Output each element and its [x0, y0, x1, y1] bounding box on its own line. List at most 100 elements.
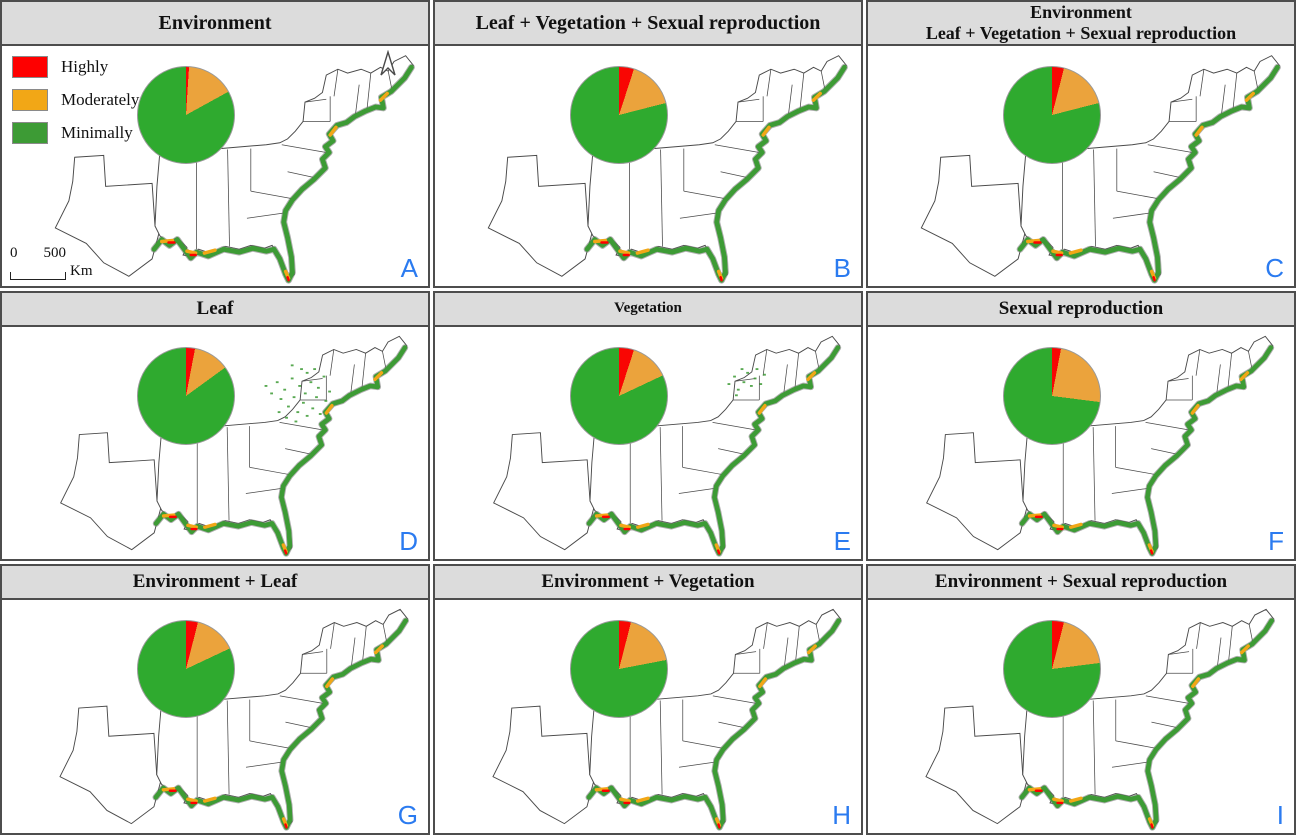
- scale-unit-label: Km: [70, 263, 93, 279]
- coastal-highly-segments: [601, 789, 721, 829]
- coastal-highly-segments: [1034, 789, 1154, 829]
- panel-label: I: [1276, 800, 1284, 830]
- coastal-moderately-segments: [594, 644, 817, 828]
- panel-map-area: C: [868, 46, 1294, 286]
- minimally-swatch: [12, 122, 48, 144]
- legend-label-minimally: Minimally: [61, 123, 133, 142]
- inland-scatter-light: [727, 368, 766, 397]
- panel-title-line-2: Leaf + Vegetation + Sexual reproduction: [925, 23, 1237, 43]
- eastern-us-map: [59, 608, 410, 831]
- panel-label: C: [1265, 253, 1284, 283]
- panel-label: E: [833, 526, 851, 556]
- panel-label: G: [397, 800, 418, 830]
- legend-item-minimally: Minimally: [12, 122, 139, 144]
- panel-e-vegetation: Vegetation: [433, 291, 863, 561]
- panel-d-leaf: Leaf: [0, 291, 430, 561]
- panel-title: Leaf + Vegetation + Sexual reproduction: [475, 11, 821, 34]
- coastal-moderately-segments: [594, 371, 817, 554]
- eastern-us-map: [487, 55, 848, 284]
- panel-label: H: [832, 800, 851, 830]
- panel-title-line-1: Environment: [1030, 2, 1132, 23]
- panel-map-area: F: [868, 327, 1294, 559]
- scale-end-label: 500: [43, 245, 67, 261]
- panel-title-bar: Environment: [2, 2, 428, 46]
- map-canvas: [435, 327, 861, 559]
- panel-title: Sexual reproduction: [998, 298, 1164, 320]
- panel-title: Vegetation: [614, 300, 682, 317]
- state-borders: [629, 349, 820, 524]
- state-borders: [196, 349, 387, 524]
- panel-title-bar: Environment + Vegetation: [435, 566, 861, 600]
- panel-title: Leaf: [196, 298, 234, 320]
- map-canvas: [868, 600, 1294, 833]
- map-canvas: [435, 46, 861, 286]
- highly-swatch: [12, 56, 48, 78]
- panel-label: B: [833, 253, 851, 283]
- state-borders: [629, 622, 821, 798]
- pie-chart: [570, 620, 668, 718]
- eastern-us-map: [492, 608, 843, 831]
- panel-title-bar: Sexual reproduction: [868, 293, 1294, 327]
- eastern-us-map: [926, 335, 1275, 557]
- panel-title-bar: Vegetation: [435, 293, 861, 327]
- coastal-highly-segments: [167, 241, 290, 282]
- panel-map-area: I: [868, 600, 1294, 833]
- panel-i-environment-sexual-reproduction: Environment + Sexual reproduction: [866, 564, 1296, 835]
- panel-title-bar: Leaf: [2, 293, 428, 327]
- panel-b-leaf-vegetation-sexual: Leaf + Vegetation + Sexual reproduction: [433, 0, 863, 288]
- panel-label: F: [1268, 526, 1284, 556]
- eastern-us-map: [54, 55, 415, 284]
- panel-title: Environment + Sexual reproduction: [934, 571, 1228, 593]
- state-borders: [196, 622, 388, 798]
- risk-legend: Highly Moderately Minimally: [12, 56, 139, 155]
- map-canvas: [868, 46, 1294, 286]
- map-canvas: [868, 327, 1294, 559]
- moderately-swatch: [12, 89, 48, 111]
- map-canvas: [2, 46, 428, 286]
- coastal-highly-segments: [1033, 241, 1156, 282]
- panel-map-area: B: [435, 46, 861, 286]
- eastern-us-map: [920, 55, 1281, 284]
- coastal-highly-segments: [600, 241, 723, 282]
- panel-title-bar: Environment Leaf + Vegetation + Sexual r…: [868, 2, 1294, 46]
- pie-chart: [137, 66, 235, 164]
- coastal-highly-segments: [601, 515, 721, 555]
- eastern-us-map: [493, 335, 842, 557]
- eastern-us-map: [60, 335, 409, 557]
- state-borders: [1062, 69, 1259, 250]
- panel-title: Environment + Vegetation: [541, 571, 755, 593]
- panel-title: Environment + Leaf: [132, 571, 298, 593]
- panel-a-environment: Environment: [0, 0, 430, 288]
- pie-chart: [137, 620, 235, 718]
- pie-chart: [570, 347, 668, 445]
- legend-item-moderately: Moderately: [12, 89, 139, 111]
- scale-bar: 0 500 Km: [10, 245, 93, 280]
- scale-start-label: 0: [10, 245, 18, 261]
- panel-label: A: [400, 253, 418, 283]
- panel-title-bar: Environment + Sexual reproduction: [868, 566, 1294, 600]
- panel-title: Environment: [158, 11, 272, 34]
- coastal-highly-segments: [168, 515, 288, 555]
- panel-title-bar: Leaf + Vegetation + Sexual reproduction: [435, 2, 861, 46]
- panel-f-sexual-reproduction: Sexual reproduction: [866, 291, 1296, 561]
- panel-map-area: D: [2, 327, 428, 559]
- pie-chart: [1003, 66, 1101, 164]
- pie-chart: [137, 347, 235, 445]
- eastern-us-map: [925, 608, 1276, 831]
- panel-map-area: G: [2, 600, 428, 833]
- map-canvas: [2, 327, 428, 559]
- map-canvas: [435, 600, 861, 833]
- legend-item-highly: Highly: [12, 56, 139, 78]
- map-canvas: [2, 600, 428, 833]
- panel-title-bar: Environment + Leaf: [2, 566, 428, 600]
- panel-g-environment-leaf: Environment + Leaf: [0, 564, 430, 835]
- legend-label-highly: Highly: [61, 57, 109, 76]
- panel-map-area: E: [435, 327, 861, 559]
- pie-chart: [1003, 347, 1101, 445]
- coastal-highly-segments: [168, 789, 288, 829]
- panel-c-environment-leaf-vegetation-sexual: Environment Leaf + Vegetation + Sexual r…: [866, 0, 1296, 288]
- north-arrow-icon: [380, 50, 396, 76]
- panel-label: D: [399, 526, 418, 556]
- state-borders: [1062, 622, 1254, 798]
